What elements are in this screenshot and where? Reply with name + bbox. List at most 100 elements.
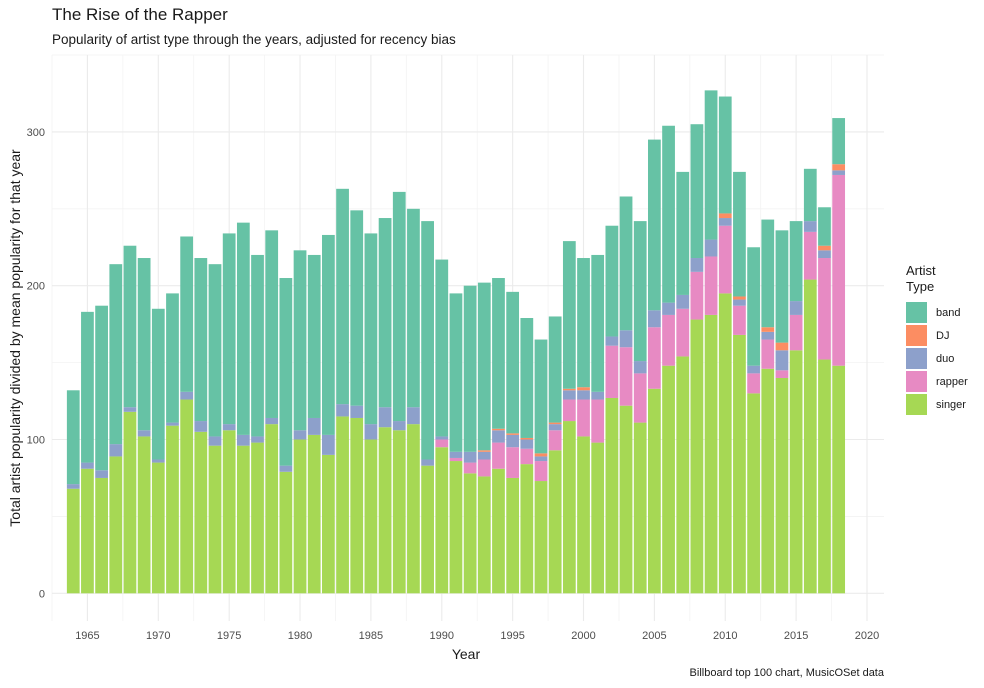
x-tick-label: 2005 <box>642 630 666 642</box>
bar-duo-1973 <box>194 421 208 432</box>
legend-item-dj: DJ <box>906 324 968 347</box>
bar-singer-1974 <box>208 445 222 594</box>
y-tick-label: 200 <box>27 281 45 293</box>
bar-band-1995 <box>506 291 520 434</box>
bar-band-1967 <box>109 264 123 445</box>
bar-dj-2010 <box>718 213 732 219</box>
bar-band-2008 <box>690 124 704 259</box>
bar-duo-1978 <box>265 417 279 425</box>
bar-duo-1970 <box>151 459 165 463</box>
bar-duo-2013 <box>761 331 775 340</box>
bar-dj-2017 <box>818 245 831 251</box>
x-tick-label: 2020 <box>855 630 879 642</box>
bar-band-1972 <box>180 236 194 392</box>
legend-item-duo: duo <box>906 347 968 370</box>
bar-dj-2013 <box>761 327 775 332</box>
bar-duo-2014 <box>775 350 789 371</box>
bar-singer-1990 <box>435 447 449 594</box>
bar-band-1974 <box>208 264 222 437</box>
bar-rapper-1994 <box>492 442 505 469</box>
bar-band-1987 <box>392 191 406 422</box>
bar-duo-2005 <box>648 310 661 328</box>
bar-singer-2004 <box>633 422 647 594</box>
bar-band-2009 <box>704 90 718 240</box>
bar-duo-2004 <box>633 361 647 374</box>
bar-band-1973 <box>194 258 208 422</box>
bar-duo-2015 <box>789 301 803 315</box>
bar-duo-1991 <box>449 451 463 458</box>
legend-label: singer <box>936 398 966 411</box>
chart-title: The Rise of the Rapper <box>52 5 228 24</box>
bar-duo-1977 <box>251 436 264 443</box>
bar-singer-1995 <box>506 477 520 594</box>
bar-band-2002 <box>605 225 619 337</box>
bar-singer-1978 <box>265 424 279 594</box>
legend-item-singer: singer <box>906 393 968 416</box>
bar-rapper-1990 <box>435 439 449 448</box>
bar-singer-2003 <box>619 405 633 594</box>
bar-rapper-2008 <box>690 271 704 320</box>
bar-duo-1994 <box>492 430 505 443</box>
bar-duo-1987 <box>392 421 406 431</box>
bar-duo-2001 <box>591 391 605 400</box>
bar-singer-2009 <box>704 314 718 594</box>
bar-band-1985 <box>364 233 378 425</box>
bar-duo-1993 <box>477 451 491 460</box>
bar-duo-1989 <box>421 459 434 466</box>
bar-singer-1971 <box>166 425 179 594</box>
bar-band-2011 <box>733 171 746 297</box>
bar-duo-1980 <box>293 430 307 440</box>
bar-rapper-2000 <box>577 399 590 437</box>
bar-singer-2008 <box>690 319 704 594</box>
bar-singer-1985 <box>364 439 378 594</box>
bar-dj-1999 <box>562 388 576 391</box>
bar-singer-2002 <box>605 397 619 594</box>
bar-rapper-2018 <box>832 174 846 366</box>
bar-duo-1986 <box>378 407 392 428</box>
bar-duo-2007 <box>676 294 690 309</box>
x-tick-label: 1975 <box>217 630 241 642</box>
bar-singer-1979 <box>279 471 293 594</box>
bar-singer-1986 <box>378 427 392 594</box>
legend-swatch <box>906 394 927 415</box>
bar-rapper-2009 <box>704 256 718 315</box>
x-axis-label: Year <box>452 646 481 662</box>
bar-band-2010 <box>718 96 732 214</box>
bar-duo-1964 <box>66 484 80 489</box>
bar-duo-2002 <box>605 336 619 346</box>
bar-rapper-2001 <box>591 399 605 443</box>
bar-singer-1968 <box>123 411 137 594</box>
y-axis-label: Total artist popularity divided by mean … <box>7 149 23 527</box>
bar-rapper-2011 <box>733 305 746 335</box>
bar-band-2014 <box>775 230 789 343</box>
x-tick-label: 1970 <box>146 630 170 642</box>
bar-duo-2012 <box>747 365 760 374</box>
bar-singer-1983 <box>336 416 349 594</box>
bar-band-2005 <box>648 139 661 311</box>
bar-band-1989 <box>421 221 434 460</box>
bar-rapper-2004 <box>633 373 647 423</box>
bar-duo-1982 <box>322 434 335 455</box>
x-tick-label: 2010 <box>713 630 737 642</box>
bar-duo-1969 <box>137 430 151 437</box>
bar-band-1979 <box>279 278 293 466</box>
bar-duo-2011 <box>733 299 746 306</box>
bar-singer-1994 <box>492 468 505 594</box>
bar-band-1999 <box>562 241 576 389</box>
bar-singer-2014 <box>775 377 789 594</box>
bar-singer-2015 <box>789 350 803 594</box>
bar-duo-1975 <box>222 424 236 431</box>
bar-rapper-1992 <box>463 462 477 474</box>
bar-singer-1967 <box>109 456 123 594</box>
bar-band-1970 <box>151 308 165 460</box>
bar-band-1980 <box>293 250 307 431</box>
legend-swatch <box>906 348 927 369</box>
bar-rapper-2007 <box>676 308 690 357</box>
bar-duo-2003 <box>619 330 633 348</box>
bar-band-1991 <box>449 293 463 452</box>
legend-title: Artist Type <box>906 263 936 294</box>
y-tick-labels: 0 100 200 300 <box>27 127 45 600</box>
bar-duo-1997 <box>534 456 548 462</box>
bar-duo-1965 <box>81 462 94 469</box>
